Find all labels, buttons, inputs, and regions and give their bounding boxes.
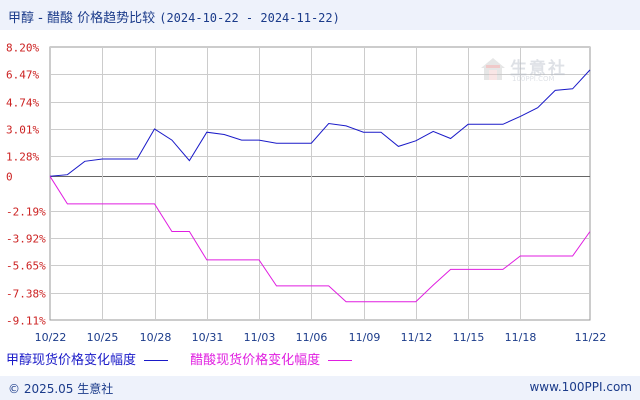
- x-tick-label: 11/15: [453, 331, 485, 344]
- x-tick-label: 11/18: [505, 331, 537, 344]
- y-tick-label: -5.65%: [6, 260, 46, 273]
- x-tick-label: 10/28: [140, 331, 172, 344]
- x-tick-label: 10/31: [192, 331, 224, 344]
- legend-item-acetic: 醋酸现货价格变化幅度: [190, 349, 353, 368]
- series-line-acetic: [49, 176, 591, 303]
- legend-label-methanol: 甲醇现货价格变化幅度: [6, 353, 137, 368]
- legend-swatch-acetic: [328, 360, 353, 361]
- x-tick-label: 11/06: [296, 331, 328, 344]
- x-tick-label: 10/22: [35, 331, 67, 344]
- legend-item-methanol: 甲醇现货价格变化幅度: [6, 349, 169, 368]
- axis-labels: 8.20% 6.47% 4.74% 3.01% 1.28% 0 -2.19% -3.92% -5…: [6, 42, 606, 345]
- y-tick-label: 8.20%: [6, 42, 39, 55]
- watermark-url: 100PPI.COM: [512, 75, 555, 83]
- watermark-text: 生意社: [510, 59, 567, 79]
- title-bar: 甲醇 - 醋酸 价格趋势比较 (2024-10-22 - 2024-11-22): [0, 0, 640, 30]
- grid-lines: [49, 46, 591, 321]
- chart-title: 甲醇 - 醋酸 价格趋势比较 (2024-10-22 - 2024-11-22): [8, 7, 340, 26]
- chart-date-range: (2024-10-22 - 2024-11-22): [159, 11, 340, 25]
- x-tick-label: 11/03: [244, 331, 276, 344]
- chart-title-text: 甲醇 - 醋酸 价格趋势比较: [8, 11, 156, 26]
- watermark-logo: 生意社 100PPI.COM: [480, 56, 580, 86]
- x-tick-label: 10/25: [87, 331, 119, 344]
- series-lines: [49, 69, 591, 303]
- plot-frame: [49, 46, 591, 321]
- x-tick-label: 11/12: [401, 331, 433, 344]
- y-tick-label: 4.74%: [6, 97, 39, 110]
- y-tick-label: 6.47%: [6, 69, 39, 82]
- copyright-text: © 2025.05 生意社: [8, 382, 114, 396]
- house-logo-icon: [481, 58, 505, 80]
- y-tick-label: 3.01%: [6, 124, 39, 137]
- y-tick-label: -7.38%: [6, 288, 46, 301]
- y-tick-label: 0: [6, 171, 13, 184]
- series-line-methanol: [49, 69, 591, 177]
- chart-legend: 甲醇现货价格变化幅度 醋酸现货价格变化幅度: [6, 349, 370, 368]
- x-tick-label: 11/22: [575, 331, 607, 344]
- y-tick-label: -3.92%: [6, 233, 46, 246]
- legend-swatch-methanol: [144, 360, 169, 361]
- y-tick-label: 1.28%: [6, 151, 39, 164]
- x-tick-label: 11/09: [349, 331, 381, 344]
- y-tick-label: -9.11%: [6, 315, 46, 328]
- legend-label-acetic: 醋酸现货价格变化幅度: [190, 353, 321, 368]
- y-tick-label: -2.19%: [6, 206, 46, 219]
- site-link[interactable]: www.100PPI.com: [529, 380, 632, 394]
- footer-bar: © 2025.05 生意社 www.100PPI.com: [0, 376, 640, 400]
